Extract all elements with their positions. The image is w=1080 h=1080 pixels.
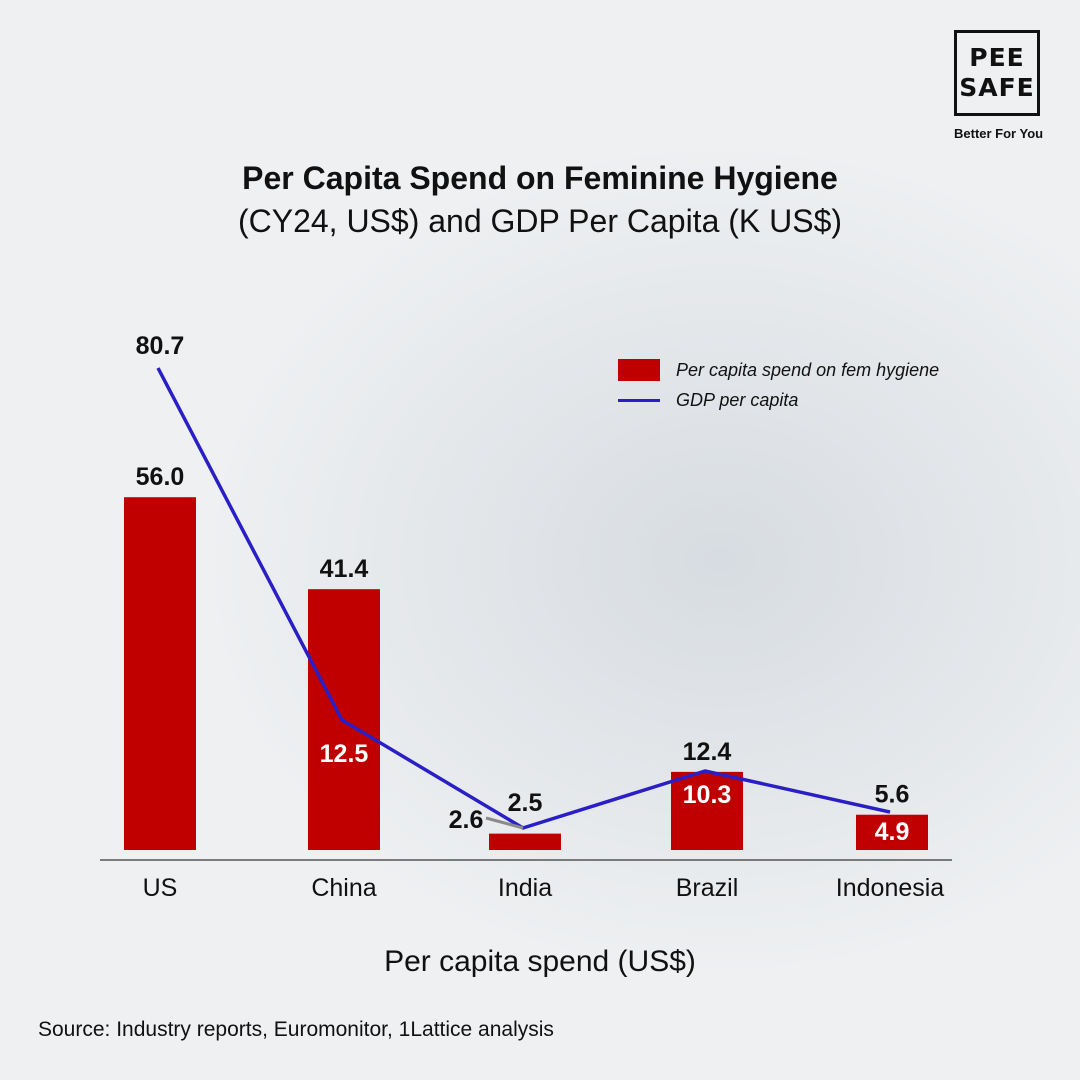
legend-label-spend: Per capita spend on fem hygiene (676, 359, 940, 380)
bar-value-label-china: 41.4 (320, 555, 369, 583)
legend-item-spend: Per capita spend on fem hygiene (618, 358, 939, 382)
gdp-value-label-us: 80.7 (136, 332, 185, 360)
gdp-value-label-indonesia: 4.9 (875, 818, 910, 846)
source-note: Source: Industry reports, Euromonitor, 1… (38, 1018, 554, 1041)
legend-label-gdp: GDP per capita (676, 389, 799, 410)
x-tick-label-india: India (498, 874, 552, 902)
bar-value-label-indonesia: 5.6 (875, 781, 910, 809)
gdp-value-label-brazil: 10.3 (683, 781, 732, 809)
bar-indonesia (856, 814, 928, 850)
x-tick-label-brazil: Brazil (676, 874, 739, 902)
chart-subtitle: (CY24, US$) and GDP Per Capita (K US$) (237, 203, 843, 239)
legend-swatch-line (618, 398, 660, 402)
x-axis-title: Per capita spend (US$) (384, 945, 696, 978)
bar-india (489, 833, 561, 850)
india-leader-line (485, 816, 524, 830)
chart-title: Per Capita Spend on Feminine Hygiene (242, 160, 838, 196)
x-tick-label-china: China (311, 874, 376, 902)
bar-brazil (671, 771, 743, 850)
x-tick-label-indonesia: Indonesia (836, 874, 945, 902)
bar-value-label-india: 2.6 (449, 806, 484, 834)
bar-value-label-us: 56.0 (136, 463, 185, 491)
brand-logo: PEE SAFE (954, 30, 1040, 116)
x-tick-label-us: US (143, 874, 178, 902)
gdp-value-label-china: 12.5 (320, 740, 369, 768)
bar-us (124, 497, 196, 850)
legend-item-gdp: GDP per capita (618, 388, 798, 412)
brand-tagline: Better For You (954, 126, 1044, 141)
gdp-value-label-india: 2.5 (508, 789, 543, 817)
logo-line-2: SAFE (959, 73, 1035, 102)
legend-swatch-bar (618, 359, 660, 381)
bar-value-label-brazil: 12.4 (683, 738, 732, 766)
gdp-line (156, 367, 891, 830)
logo-line-1: PEE (969, 43, 1025, 72)
